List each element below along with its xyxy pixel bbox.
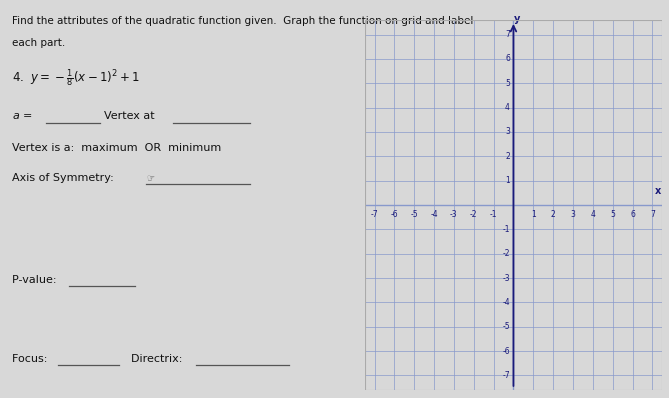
Text: 1: 1: [505, 176, 510, 185]
Text: Find the attributes of the quadratic function given.  Graph the function on grid: Find the attributes of the quadratic fun…: [11, 16, 473, 26]
Text: 4: 4: [505, 103, 510, 112]
Text: each part.: each part.: [11, 38, 65, 48]
Text: Focus:: Focus:: [11, 354, 50, 364]
Text: 7: 7: [505, 30, 510, 39]
Text: -2: -2: [502, 249, 510, 258]
Text: -3: -3: [450, 210, 458, 219]
Text: 2: 2: [551, 210, 555, 219]
Text: 4: 4: [591, 210, 595, 219]
Text: -2: -2: [470, 210, 478, 219]
Text: ☞: ☞: [146, 173, 155, 182]
Text: $a$ =: $a$ =: [11, 111, 32, 121]
Text: -6: -6: [391, 210, 398, 219]
Text: -7: -7: [502, 371, 510, 380]
Text: 5: 5: [505, 79, 510, 88]
Text: 1: 1: [531, 210, 536, 219]
Text: 6: 6: [505, 55, 510, 63]
Text: Directrix:: Directrix:: [130, 354, 186, 364]
Text: 4.  $y = -\frac{1}{8}(x-1)^2 + 1$: 4. $y = -\frac{1}{8}(x-1)^2 + 1$: [11, 68, 139, 89]
Text: -7: -7: [371, 210, 379, 219]
Text: -5: -5: [410, 210, 418, 219]
Text: -1: -1: [502, 225, 510, 234]
Text: 6: 6: [630, 210, 635, 219]
Text: 3: 3: [571, 210, 575, 219]
Text: P-value:: P-value:: [11, 275, 60, 285]
Text: 2: 2: [505, 152, 510, 161]
Text: x: x: [655, 186, 662, 197]
Text: y: y: [514, 14, 520, 24]
Text: -6: -6: [502, 347, 510, 355]
Text: -4: -4: [430, 210, 438, 219]
Text: 5: 5: [610, 210, 615, 219]
Text: Vertex at: Vertex at: [104, 111, 155, 121]
Text: Vertex is a:  maximum  OR  minimum: Vertex is a: maximum OR minimum: [11, 143, 221, 153]
Text: -4: -4: [502, 298, 510, 307]
Text: 7: 7: [650, 210, 655, 219]
Text: -1: -1: [490, 210, 497, 219]
Text: -5: -5: [502, 322, 510, 331]
Text: 3: 3: [505, 127, 510, 137]
Text: -3: -3: [502, 273, 510, 283]
Text: Axis of Symmetry:: Axis of Symmetry:: [11, 173, 117, 183]
